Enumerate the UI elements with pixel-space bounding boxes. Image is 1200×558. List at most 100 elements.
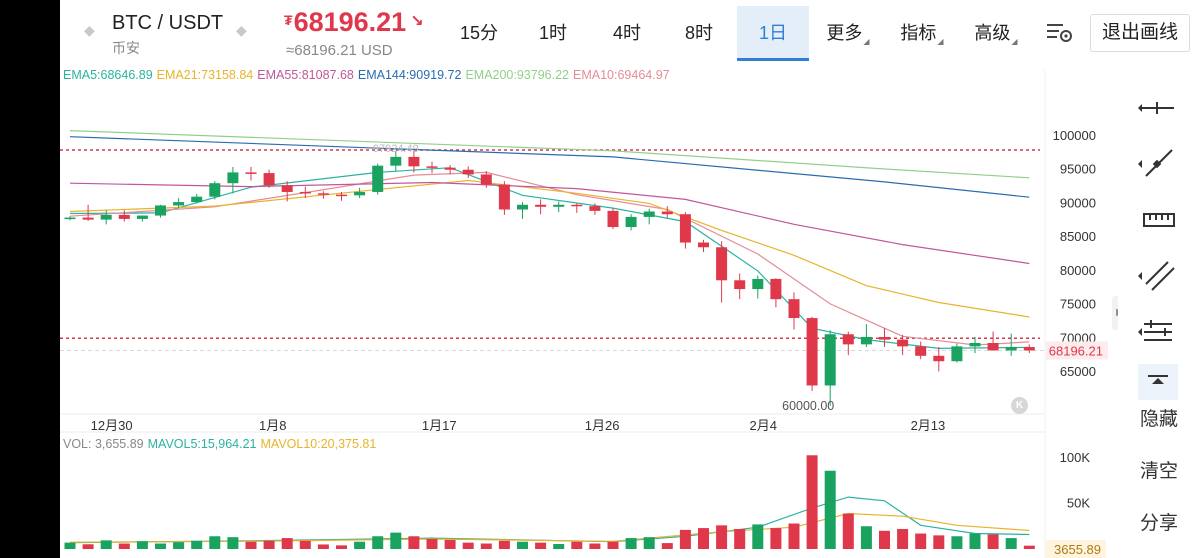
drawing-toolbar: 隐藏 清空 分享 [1118, 72, 1200, 558]
fibonacci-tool-icon[interactable] [1138, 314, 1178, 350]
price-tick-label: 95000 [1060, 162, 1096, 177]
volume-bar [535, 542, 547, 549]
volume-bar [679, 529, 691, 549]
candle-body [589, 206, 601, 211]
volume-bar [498, 540, 510, 549]
ema-legend: EMA5:68646.89 EMA21:73158.84 EMA55:81087.6… [63, 68, 674, 82]
tab-1h[interactable]: 1时 [518, 6, 588, 61]
dropdown-corner-icon: ◢ [863, 37, 870, 46]
k-badge-icon[interactable]: K [1011, 397, 1028, 414]
low-price-marker: 60000.00 [782, 399, 834, 413]
ema10-legend: EMA10:69464.97 [573, 68, 670, 82]
chart-settings-icon[interactable] [1046, 20, 1074, 44]
candle-body [698, 242, 709, 248]
tab-more[interactable]: 更多◢ [812, 6, 884, 61]
pair-title[interactable]: BTC / USDT [112, 12, 224, 34]
volume-bar [372, 536, 384, 549]
volume-bar [625, 538, 637, 549]
header: ◆ BTC / USDT ◆ 币安 ₮68196.21 ↘ ≈68196.21 U… [60, 0, 1200, 64]
tab-8h-label: 8时 [684, 23, 713, 43]
volume-bar [915, 533, 927, 549]
prev-pair-arrow-icon[interactable]: ◆ [84, 22, 95, 38]
candle-body [860, 336, 872, 345]
candle-body [462, 169, 474, 175]
dropdown-corner-icon: ◢ [1011, 37, 1018, 46]
next-pair-arrow-icon[interactable]: ◆ [236, 22, 247, 38]
candlestick-chart[interactable]: 1000009500090000850008000075000700006500… [60, 0, 1200, 558]
exchange-name: 币安 [112, 40, 140, 56]
share-button[interactable]: 分享 [1139, 513, 1178, 534]
parallel-channel-tool-icon[interactable] [1138, 258, 1178, 294]
tab-15m-label: 15分 [459, 23, 499, 43]
volume-bar [209, 536, 221, 549]
currency-symbol: ₮ [284, 12, 293, 28]
volume-bar [969, 533, 981, 549]
tab-15m[interactable]: 15分 [444, 6, 514, 61]
exit-drawing-button[interactable]: 退出画线 [1090, 14, 1190, 52]
candle-body [915, 346, 927, 356]
volume-bar [173, 542, 185, 549]
candle-body [752, 278, 764, 290]
ema21-legend: EMA21:73158.84 [156, 68, 254, 82]
price-tick-label: 90000 [1060, 195, 1096, 210]
candle-body [897, 339, 909, 347]
candle-body [390, 156, 402, 166]
volume-bar [517, 541, 528, 549]
volume-bar [842, 513, 854, 549]
date-tick-label: 2月13 [911, 418, 946, 433]
candle-body [426, 166, 438, 168]
tab-8h[interactable]: 8时 [664, 6, 734, 61]
volume-bar [64, 542, 76, 549]
hide-drawings-button[interactable]: 隐藏 [1139, 409, 1178, 430]
tab-indicators-label: 指标 [900, 23, 937, 43]
volume-bar [860, 526, 872, 549]
volume-bar [462, 542, 474, 549]
ema21-line [69, 179, 1030, 318]
candle-body [535, 204, 547, 207]
trend-line-tool-icon[interactable] [1138, 146, 1178, 182]
ema55-line [69, 181, 1030, 265]
candle-body [354, 191, 366, 196]
candle-body [1023, 347, 1035, 351]
ema144-legend: EMA144:90919.72 [357, 68, 462, 82]
candle-body [553, 204, 565, 207]
volume-bar [408, 536, 420, 549]
current-volume-label: 3655.89 [1054, 542, 1101, 557]
date-tick-label: 2月4 [749, 418, 776, 433]
more-tools-icon[interactable] [1138, 364, 1178, 400]
volume-bar [824, 470, 836, 549]
candle-body [444, 167, 456, 170]
volume-bar [245, 541, 257, 549]
date-tick-label: 12月30 [91, 418, 133, 433]
ema200-line [69, 130, 1030, 179]
volume-bar [897, 528, 909, 549]
date-tick-label: 1月17 [422, 418, 457, 433]
candle-body [969, 343, 981, 347]
mavol5-legend: MAVOL5:15,964.21 [147, 437, 257, 451]
candle-body [842, 334, 854, 345]
volume-bar [951, 536, 963, 549]
candle-body [227, 172, 239, 184]
ema55-legend: EMA55:81087.68 [257, 68, 354, 82]
tab-4h[interactable]: 4时 [592, 6, 662, 61]
tab-advanced[interactable]: 高级◢ [960, 6, 1032, 61]
volume-bar [281, 538, 293, 549]
tab-indicators[interactable]: 指标◢ [886, 6, 958, 61]
tab-1d[interactable]: 1日 [737, 6, 809, 61]
volume-bar [390, 532, 402, 549]
current-volume-badge [1046, 540, 1106, 558]
horizontal-ray-tool-icon[interactable] [1138, 90, 1178, 126]
last-price: ₮68196.21 ↘ [284, 7, 424, 38]
candle-body [951, 346, 963, 362]
mavol10-legend: MAVOL10:20,375.81 [260, 437, 377, 451]
candle-body [679, 214, 691, 243]
volume-bar [136, 541, 148, 549]
candle-body [245, 172, 257, 174]
ruler-tool-icon[interactable] [1138, 202, 1178, 238]
clear-drawings-button[interactable]: 清空 [1139, 461, 1178, 482]
candle-body [607, 210, 619, 228]
volume-bar [1023, 545, 1035, 549]
volume-bar [734, 528, 746, 549]
ema200-legend: EMA200:93796.22 [465, 68, 569, 82]
vol-legend: VOL: 3,655.89 [63, 437, 144, 451]
